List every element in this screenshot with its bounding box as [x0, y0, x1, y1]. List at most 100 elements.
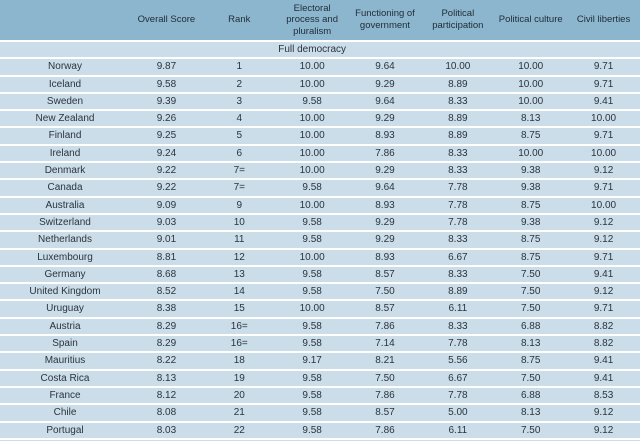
- value-cell-political-culture: 10.00: [518, 147, 544, 159]
- value-cell-overall-score: 9.01: [156, 234, 177, 246]
- value-cell-electoral-process-and-pluralism: 9.58: [302, 216, 322, 228]
- value-cell-electoral-process-and-pluralism: 9.58: [302, 268, 322, 280]
- value-cell-electoral-process-and-pluralism: 9.58: [302, 407, 322, 419]
- value-cell-political-participation: 8.33: [448, 268, 468, 280]
- value-cell-political-participation: 7.78: [448, 182, 468, 194]
- table-row: France 8.12 20 9.58 7.86 7.78 6.88 8.53: [0, 387, 640, 404]
- value-cell-rank: 4: [236, 113, 243, 125]
- value-cell-civil-liberties: 9.12: [593, 286, 614, 298]
- value-cell-civil-liberties: 9.71: [593, 130, 614, 142]
- value-cell-rank: 14: [233, 286, 245, 298]
- header-cell-electoral-process-and-pluralism: Electoral process and pluralism: [286, 2, 339, 37]
- table-row: Germany 8.68 13 9.58 8.57 8.33 7.50 9.41: [0, 266, 640, 283]
- table-row: United Kingdom 8.52 14 9.58 7.50 8.89 7.50 9.12: [0, 284, 640, 300]
- value-cell-political-culture: 8.13: [520, 338, 541, 350]
- value-cell-rank: 10: [233, 216, 245, 228]
- country-cell: Costa Rica: [40, 372, 90, 384]
- value-cell-overall-score: 8.03: [156, 424, 177, 436]
- value-cell-overall-score: 8.29: [156, 320, 177, 332]
- value-cell-civil-liberties: 9.12: [593, 165, 614, 177]
- value-cell-rank: 15: [233, 303, 245, 315]
- value-cell-political-culture: 6.88: [520, 320, 541, 332]
- value-cell-electoral-process-and-pluralism: 9.58: [302, 234, 322, 246]
- value-cell-overall-score: 9.39: [156, 95, 177, 107]
- value-cell-civil-liberties: 9.71: [593, 303, 614, 315]
- table-row: Sweden 9.39 3 9.58 9.64 8.33 10.00 9.41: [0, 93, 640, 110]
- value-cell-overall-score: 8.38: [156, 303, 177, 315]
- value-cell-rank: 9: [236, 199, 243, 211]
- value-cell-functioning-of-government: 9.29: [375, 113, 395, 125]
- country-cell: United Kingdom: [29, 286, 101, 298]
- table-row: Finland 9.25 5 10.00 8.93 8.89 8.75 9.71: [0, 128, 640, 144]
- value-cell-civil-liberties: 9.12: [593, 424, 614, 436]
- value-cell-overall-score: 9.87: [156, 61, 177, 73]
- country-cell: Iceland: [48, 78, 82, 90]
- value-cell-political-culture: 7.50: [520, 303, 541, 315]
- value-cell-political-participation: 7.78: [448, 199, 468, 211]
- value-cell-electoral-process-and-pluralism: 10.00: [299, 147, 325, 159]
- value-cell-functioning-of-government: 7.50: [375, 372, 395, 384]
- value-cell-electoral-process-and-pluralism: 9.17: [302, 355, 322, 367]
- value-cell-functioning-of-government: 7.86: [375, 147, 395, 159]
- table-row: Uruguay 8.38 15 10.00 8.57 6.11 7.50 9.71: [0, 301, 640, 317]
- value-cell-civil-liberties: 9.41: [593, 372, 614, 384]
- value-cell-electoral-process-and-pluralism: 9.58: [302, 320, 322, 332]
- country-cell: Germany: [44, 268, 86, 280]
- value-cell-overall-score: 9.22: [156, 165, 177, 177]
- value-cell-functioning-of-government: 7.86: [375, 389, 395, 401]
- value-cell-rank: 11: [234, 234, 245, 246]
- value-cell-electoral-process-and-pluralism: 10.00: [299, 199, 325, 211]
- value-cell-electoral-process-and-pluralism: 9.58: [302, 95, 322, 107]
- value-cell-overall-score: 9.22: [156, 182, 177, 194]
- value-cell-political-culture: 10.00: [518, 95, 544, 107]
- country-cell: Mauritius: [44, 355, 86, 367]
- value-cell-electoral-process-and-pluralism: 9.58: [302, 424, 322, 436]
- value-cell-functioning-of-government: 9.29: [375, 78, 395, 90]
- table-row: Costa Rica 8.13 19 9.58 7.50 6.67 7.50 9.41: [0, 370, 640, 386]
- value-cell-overall-score: 8.08: [156, 407, 177, 419]
- value-cell-functioning-of-government: 8.21: [375, 355, 395, 367]
- value-cell-civil-liberties: 9.12: [593, 407, 614, 419]
- value-cell-political-participation: 8.89: [448, 130, 468, 142]
- country-cell: Denmark: [44, 165, 86, 177]
- value-cell-rank: 3: [236, 95, 243, 107]
- table-row: Canada 9.22 7= 9.58 9.64 7.78 9.38 9.71: [0, 180, 640, 196]
- category-label: Full democracy: [278, 44, 347, 55]
- header-cell-functioning-of-government: Functioning of government: [355, 8, 415, 31]
- value-cell-electoral-process-and-pluralism: 10.00: [299, 165, 325, 177]
- value-cell-political-culture: 9.38: [520, 182, 541, 194]
- country-cell: Norway: [48, 61, 82, 73]
- country-cell: Ireland: [49, 147, 81, 159]
- value-cell-rank: 16=: [230, 338, 248, 350]
- value-cell-political-culture: 7.50: [520, 372, 541, 384]
- value-cell-functioning-of-government: 9.64: [375, 182, 395, 194]
- value-cell-functioning-of-government: 8.93: [375, 251, 395, 263]
- value-cell-political-participation: 8.33: [448, 320, 468, 332]
- value-cell-functioning-of-government: 7.86: [375, 424, 395, 436]
- value-cell-political-participation: 8.33: [448, 165, 468, 177]
- value-cell-civil-liberties: 8.82: [593, 338, 614, 350]
- value-cell-political-participation: 5.00: [448, 407, 468, 419]
- value-cell-political-participation: 6.67: [448, 251, 468, 263]
- value-cell-rank: 16=: [230, 320, 248, 332]
- country-cell: Canada: [47, 182, 83, 194]
- value-cell-functioning-of-government: 7.14: [375, 338, 395, 350]
- value-cell-political-culture: 7.50: [520, 268, 541, 280]
- value-cell-political-culture: 9.38: [520, 216, 541, 228]
- value-cell-overall-score: 8.22: [156, 355, 177, 367]
- value-cell-overall-score: 9.24: [156, 147, 177, 159]
- value-cell-civil-liberties: 9.12: [593, 216, 614, 228]
- value-cell-political-participation: 8.89: [448, 78, 468, 90]
- value-cell-overall-score: 8.12: [156, 389, 177, 401]
- value-cell-overall-score: 9.03: [156, 216, 177, 228]
- value-cell-political-participation: 8.89: [448, 286, 468, 298]
- value-cell-electoral-process-and-pluralism: 9.58: [302, 389, 322, 401]
- value-cell-civil-liberties: 9.71: [593, 182, 614, 194]
- value-cell-political-participation: 6.11: [448, 303, 468, 315]
- country-cell: Austria: [49, 320, 81, 332]
- country-cell: Sweden: [46, 95, 84, 107]
- value-cell-political-participation: 6.67: [448, 372, 468, 384]
- value-cell-electoral-process-and-pluralism: 10.00: [299, 78, 325, 90]
- value-cell-civil-liberties: 9.71: [593, 61, 614, 73]
- value-cell-overall-score: 8.29: [156, 338, 177, 350]
